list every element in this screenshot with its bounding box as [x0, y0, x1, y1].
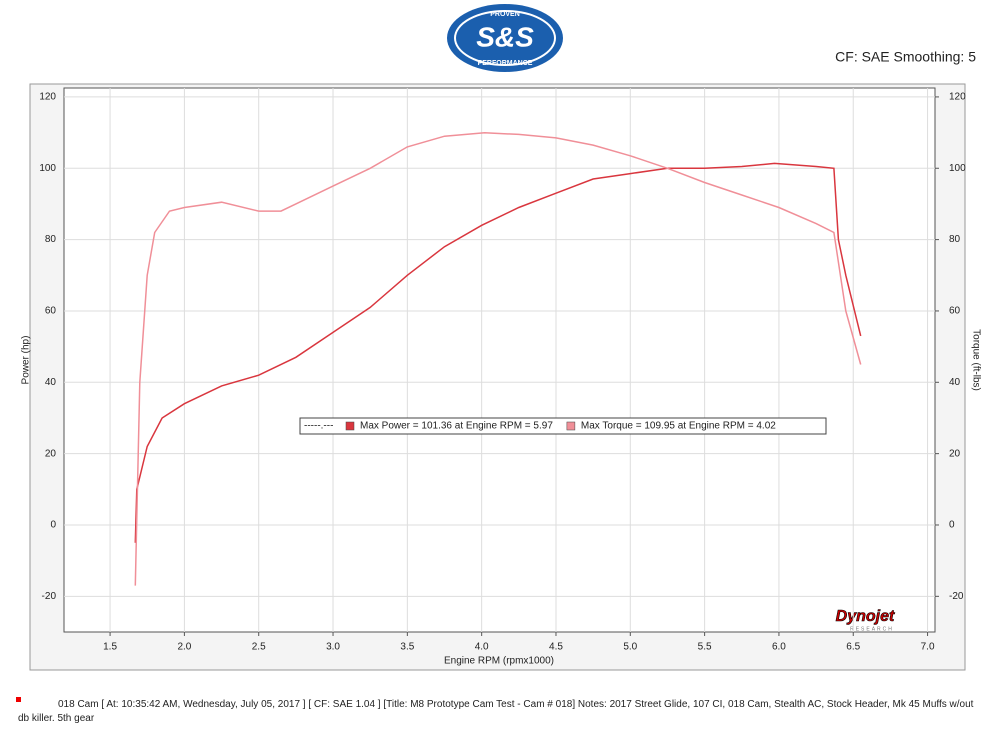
legend-swatch	[566, 421, 576, 431]
x-tick-label: 2.0	[177, 642, 191, 653]
brand-sub: RESEARCH	[850, 626, 894, 632]
x-tick-label: 2.5	[252, 642, 266, 653]
y-tick-label: 20	[45, 448, 57, 459]
chart: PROVEN S&S PERFORMANCE CF: SAE Smoothing…	[21, 4, 981, 671]
x-tick-label: 5.5	[698, 642, 712, 653]
x-tick-label: 4.5	[549, 642, 563, 653]
x-axis-label: Engine RPM (rpmx1000)	[444, 656, 554, 667]
logo-bottom: PERFORMANCE	[478, 60, 533, 67]
logo-badge	[447, 4, 563, 72]
legend-prefix: -----.---	[304, 421, 333, 432]
logo-ring	[454, 10, 556, 66]
x-tick-label: 5.0	[623, 642, 637, 653]
y2-tick-label: 40	[949, 377, 961, 388]
y-tick-label: 40	[45, 377, 57, 388]
x-tick-label: 4.0	[475, 642, 489, 653]
legend-label: Max Power = 101.36 at Engine RPM = 5.97	[360, 421, 553, 432]
x-tick-label: 7.0	[921, 642, 935, 653]
x-tick-label: 3.5	[400, 642, 414, 653]
header-note: CF: SAE Smoothing: 5	[835, 49, 976, 65]
logo-main: S&S	[476, 21, 534, 52]
y2-tick-label: 0	[949, 520, 955, 531]
y-tick-label: 120	[39, 92, 56, 103]
plot-area	[63, 87, 936, 633]
brand-logo: Dynojet	[836, 608, 895, 625]
footer-note: 018 Cam [ At: 10:35:42 AM, Wednesday, Ju…	[18, 699, 974, 724]
legend: -----.--- Max Power = 101.36 at Engine R…	[299, 417, 827, 435]
y-tick-label: 60	[45, 306, 57, 317]
y-tick-label: 80	[45, 234, 57, 245]
y2-tick-label: -20	[949, 591, 964, 602]
x-tick-label: 6.5	[846, 642, 860, 653]
x-tick-label: 3.0	[326, 642, 340, 653]
series-line	[134, 162, 862, 543]
x-tick-label: 6.0	[772, 642, 786, 653]
y-tick-label: 100	[39, 163, 56, 174]
y2-axis-label: Torque (ft-lbs)	[970, 329, 981, 391]
logo: PROVEN S&S PERFORMANCE	[447, 4, 563, 72]
y-tick-label: -20	[42, 591, 57, 602]
y2-tick-label: 80	[949, 234, 961, 245]
logo-top: PROVEN	[490, 11, 520, 18]
legend-label: Max Torque = 109.95 at Engine RPM = 4.02	[581, 421, 776, 432]
series-line	[134, 132, 862, 586]
y2-tick-label: 20	[949, 448, 961, 459]
legend-swatch	[345, 421, 355, 431]
footer-marker	[16, 697, 21, 702]
y-axis-label: Power (hp)	[21, 336, 32, 385]
y2-tick-label: 100	[949, 163, 966, 174]
legend-box	[299, 417, 827, 435]
y2-tick-label: 60	[949, 306, 961, 317]
x-tick-label: 1.5	[103, 642, 117, 653]
y2-tick-label: 120	[949, 92, 966, 103]
y-tick-label: 0	[50, 520, 56, 531]
